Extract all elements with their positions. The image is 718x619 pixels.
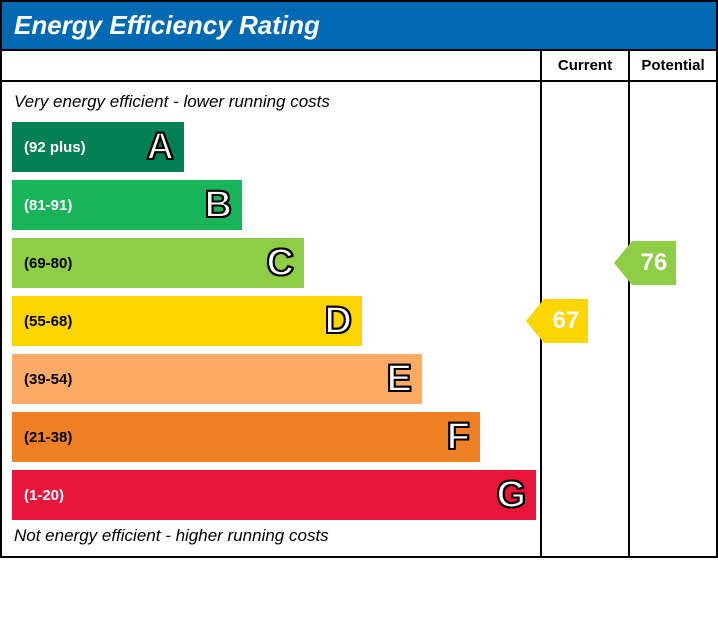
band-range-d: (55-68) [24,313,72,330]
band-bar-e: (39-54) E [12,354,422,404]
header-potential: Potential [628,49,716,80]
band-letter-c: C [267,242,294,285]
title-bar: Energy Efficiency Rating [2,2,716,49]
header-current: Current [540,49,628,80]
band-range-b: (81-91) [24,197,72,214]
bands-cell: Very energy efficient - lower running co… [2,80,540,556]
band-letter-e: E [387,358,412,401]
current-pointer-head [526,299,544,343]
band-row-g: (1-20) G [2,466,540,524]
band-range-c: (69-80) [24,255,72,272]
current-column: 67 [540,80,628,556]
band-range-a: (92 plus) [24,139,86,156]
band-bar-d: (55-68) D [12,296,362,346]
band-row-f: (21-38) F [2,408,540,466]
caption-bottom: Not energy efficient - higher running co… [2,524,540,552]
band-bar-a: (92 plus) A [12,122,184,172]
epc-grid: Current Potential Very energy efficient … [2,49,716,556]
band-range-f: (21-38) [24,429,72,446]
band-letter-b: B [205,184,232,227]
caption-top: Very energy efficient - lower running co… [2,90,540,118]
band-row-b: (81-91) B [2,176,540,234]
band-bar-b: (81-91) B [12,180,242,230]
bands-list: (92 plus) A (81-91) B (69-80) C (55-68) D (39-54… [2,118,540,524]
potential-column: 76 [628,80,716,556]
band-range-e: (39-54) [24,371,72,388]
band-bar-g: (1-20) G [12,470,536,520]
potential-pointer-head [614,241,632,285]
current-value: 67 [544,299,588,343]
band-row-a: (92 plus) A [2,118,540,176]
band-letter-a: A [147,126,174,169]
potential-pointer: 76 [614,241,676,285]
band-row-e: (39-54) E [2,350,540,408]
header-blank [2,49,540,80]
chart-title: Energy Efficiency Rating [14,10,704,41]
band-bar-f: (21-38) F [12,412,480,462]
potential-value: 76 [632,241,676,285]
epc-chart: Energy Efficiency Rating Current Potenti… [0,0,718,558]
band-bar-c: (69-80) C [12,238,304,288]
band-letter-f: F [447,416,470,459]
band-range-g: (1-20) [24,487,64,504]
current-pointer: 67 [526,299,588,343]
band-letter-d: D [325,300,352,343]
band-row-c: (69-80) C [2,234,540,292]
band-letter-g: G [496,474,526,517]
band-row-d: (55-68) D [2,292,540,350]
